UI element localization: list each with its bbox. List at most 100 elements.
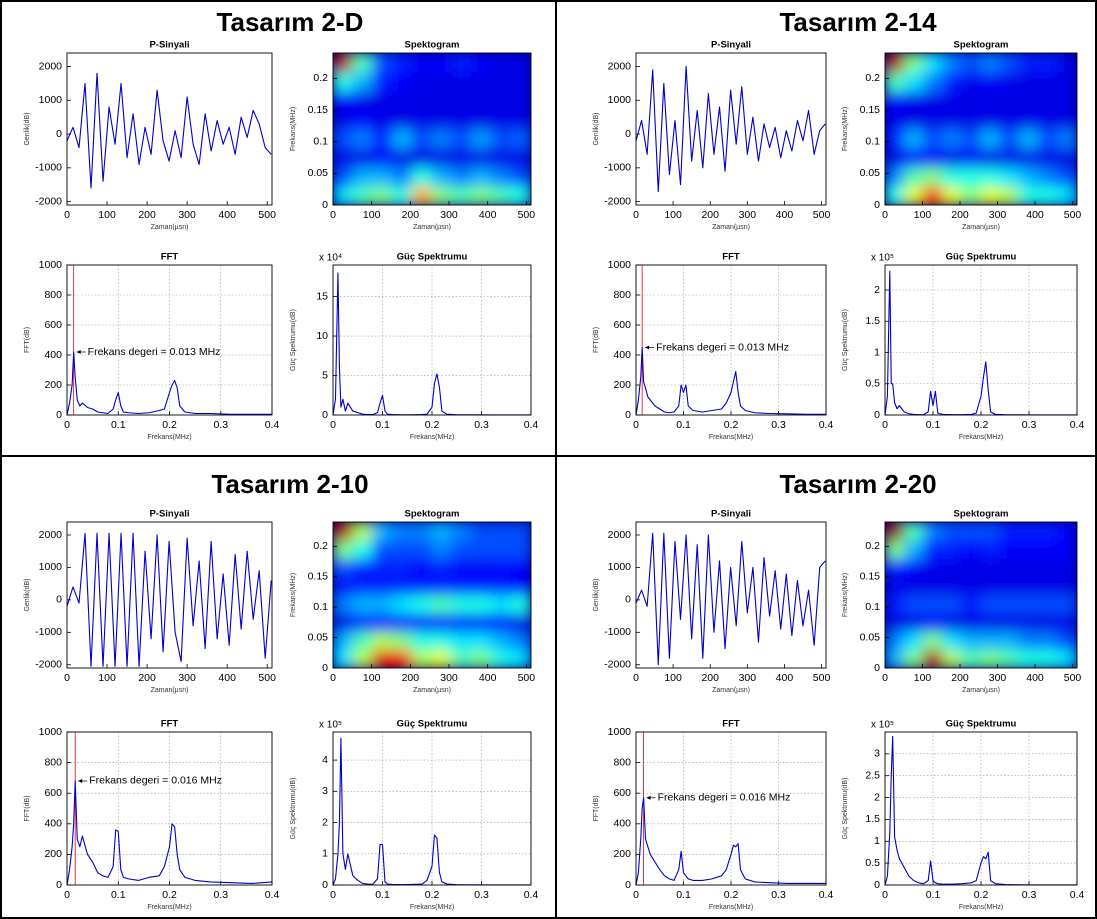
subplot-title: FFT — [722, 252, 740, 263]
x-axis-label: Frekans(MHz) — [410, 434, 454, 441]
heat-cell — [431, 631, 453, 651]
heat-cell — [885, 53, 905, 73]
y-tick-label: -1000 — [35, 162, 62, 174]
x-axis-label: Frekans(MHz) — [147, 434, 191, 441]
heat-cell — [903, 594, 924, 614]
y-tick-label: 0.2 — [865, 72, 880, 84]
heat-cell — [411, 576, 433, 596]
heat-cell — [903, 539, 924, 559]
heat-cell — [1018, 612, 1040, 632]
heat-cell — [1018, 522, 1040, 541]
x-tick-label: 0.1 — [676, 419, 691, 431]
heat-cell — [451, 539, 473, 559]
heat-cell — [372, 53, 393, 73]
y-tick-label: 2 — [322, 816, 328, 828]
heat-cell — [333, 539, 354, 559]
heat-cell — [922, 185, 944, 205]
heat-cell — [922, 53, 944, 73]
heat-cell — [411, 147, 433, 168]
y-axis-label: Güç Spektrumu(dB) — [290, 309, 297, 371]
heat-cell — [980, 594, 1001, 614]
heat-cell — [1057, 185, 1077, 205]
x-tick-label: 200 — [951, 209, 969, 221]
signal-line — [884, 270, 1077, 416]
heat-cell — [885, 522, 905, 541]
y-tick-label: 0.1 — [313, 135, 328, 147]
heat-cell — [391, 522, 413, 541]
heat-cell — [1018, 90, 1040, 111]
x-tick-label: 500 — [813, 209, 831, 221]
y-tick-label: 3 — [322, 785, 328, 797]
heatmap — [333, 53, 531, 205]
heat-cell — [961, 631, 982, 651]
y-tick-label: 0 — [56, 879, 62, 891]
axes-frame — [66, 52, 273, 206]
heat-cell — [1057, 631, 1077, 651]
x-tick-label: 0.3 — [474, 419, 489, 431]
heat-cell — [999, 594, 1020, 614]
heat-cell — [980, 522, 1001, 541]
x-tick-label: 500 — [518, 209, 536, 221]
annotation: Frekans degeri = 0.016 MHz — [658, 792, 791, 804]
heat-cell — [451, 576, 473, 596]
heat-cell — [391, 71, 413, 92]
y-tick-label: 0.2 — [313, 72, 328, 84]
axes-frame — [66, 731, 273, 886]
y-tick-label: 0.5 — [865, 857, 880, 869]
y-tick-label: 0 — [874, 879, 880, 891]
y-multiplier: x 10⁵ — [871, 253, 894, 264]
signal-line — [66, 72, 272, 189]
x-tick-label: 200 — [402, 209, 420, 221]
heat-cell — [510, 612, 531, 632]
x-tick-label: 0.2 — [162, 889, 177, 901]
heat-cell — [903, 649, 924, 668]
y-tick-label: -2000 — [604, 659, 631, 671]
subplot: 0 100 200 300 400 500 0 0.05 0.1 0.15 0.2 Spektogra… — [290, 509, 535, 694]
heat-cell — [391, 631, 413, 651]
heatmap-cells — [885, 522, 1077, 668]
heat-cell — [980, 147, 1001, 168]
heat-cell — [1038, 539, 1059, 559]
axes-frame — [884, 52, 1078, 206]
axes-frame — [884, 264, 1078, 416]
heat-cell — [922, 522, 944, 541]
heat-cell — [1057, 649, 1077, 668]
x-tick-label: 200 — [402, 672, 420, 684]
heat-cell — [471, 166, 492, 187]
y-tick-label: 400 — [44, 818, 62, 830]
heat-cell — [1038, 594, 1059, 614]
axes-frame — [332, 731, 532, 886]
y-axis-label: Frekans(MHz) — [290, 573, 297, 617]
heat-cell — [1057, 71, 1077, 92]
heat-cell — [922, 109, 944, 130]
heat-cell — [999, 649, 1020, 668]
x-tick-label: 100 — [664, 672, 682, 684]
heat-cell — [411, 631, 433, 651]
y-tick-label: 0.15 — [308, 104, 329, 116]
heat-cell — [980, 53, 1001, 73]
heat-cell — [471, 612, 492, 632]
heat-cell — [510, 522, 531, 541]
heat-cell — [451, 53, 473, 73]
x-tick-label: 0.1 — [111, 889, 126, 901]
heat-cell — [471, 631, 492, 651]
subplot-title: Spektogram — [954, 509, 1009, 520]
x-tick-label: 0.3 — [771, 419, 786, 431]
heat-cell — [922, 558, 944, 578]
heat-cell — [980, 539, 1001, 559]
y-axis-label: FFT(dB) — [593, 795, 600, 821]
heat-cell — [999, 631, 1020, 651]
x-tick-label: 0 — [64, 889, 70, 901]
x-tick-label: 0 — [64, 419, 70, 431]
heat-cell — [885, 558, 905, 578]
heat-cell — [885, 594, 905, 614]
heat-cell — [391, 649, 413, 668]
heat-cell — [352, 649, 374, 668]
heat-cell — [352, 539, 374, 559]
heatmap — [885, 53, 1077, 205]
y-axis-label: Frekans(MHz) — [842, 107, 849, 151]
subplot: 0 0.1 0.2 0.3 0.4 0 200 400 600 800 1000 Frekans de… — [24, 719, 280, 911]
y-tick-label: 600 — [44, 319, 62, 331]
heat-cell — [1018, 539, 1040, 559]
axes-frame — [884, 521, 1078, 669]
